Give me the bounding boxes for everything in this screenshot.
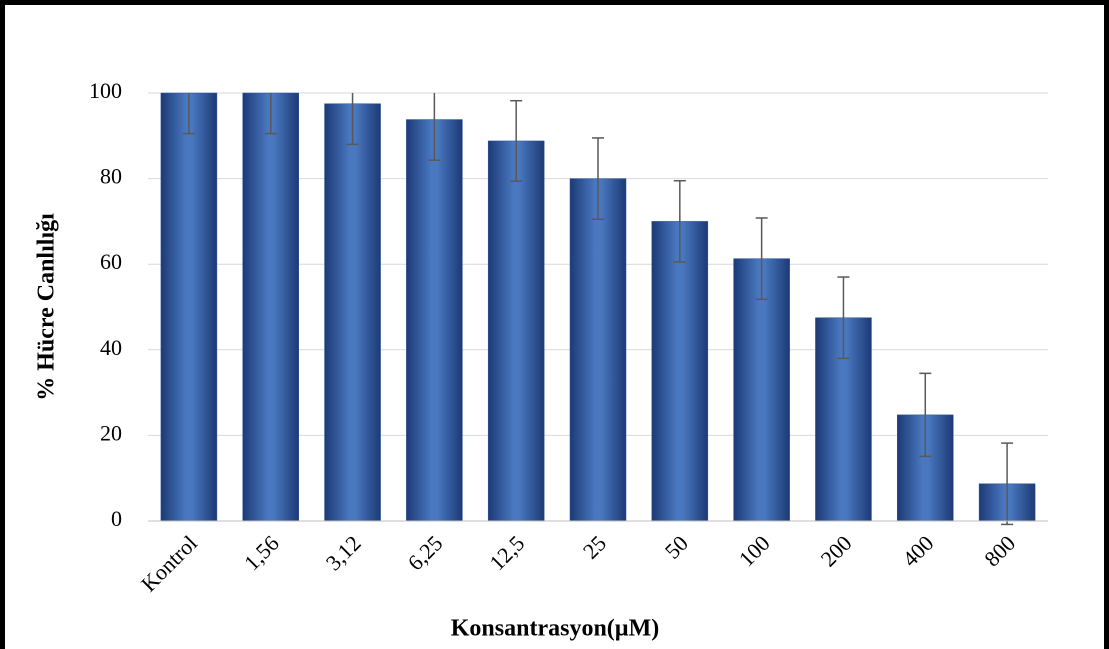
y-tick-label: 60 — [100, 249, 122, 274]
error-bar — [510, 99, 523, 182]
error-bar — [182, 93, 195, 135]
bar — [160, 92, 218, 522]
y-tick-label: 20 — [100, 420, 122, 445]
y-tick-label: 40 — [100, 335, 122, 360]
y-axis-title: % Hücre Canlılığı — [34, 213, 60, 401]
y-tick-label: 100 — [89, 78, 122, 103]
bar — [569, 178, 627, 522]
error-bar — [755, 217, 768, 301]
bar — [324, 103, 381, 522]
error-bar — [673, 179, 686, 263]
error-bar — [428, 93, 441, 161]
error-bar — [346, 93, 359, 146]
error-bar — [1001, 442, 1014, 526]
bar — [487, 140, 545, 522]
bar — [406, 119, 463, 522]
error-bar — [592, 137, 604, 221]
y-tick-label: 80 — [100, 164, 122, 189]
x-axis-title: Konsantrasyon(µM) — [451, 616, 660, 642]
error-bar — [264, 93, 277, 135]
bar — [242, 92, 299, 522]
error-bar — [919, 372, 932, 458]
bar — [651, 221, 709, 522]
y-tick-label: 0 — [111, 506, 122, 531]
error-bar — [837, 276, 850, 360]
